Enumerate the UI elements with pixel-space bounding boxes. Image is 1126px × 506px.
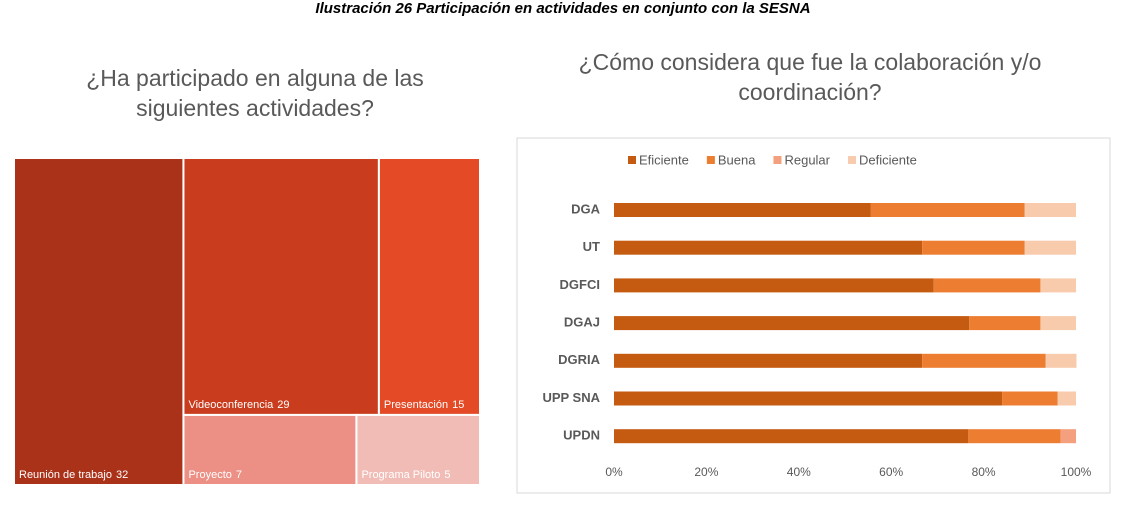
cell-label: Presentación 15 xyxy=(384,399,464,411)
y-tick-label: DGRIA xyxy=(558,352,601,367)
bar-segment xyxy=(870,203,1025,217)
x-tick-label: 60% xyxy=(879,465,903,479)
bar-segment xyxy=(614,391,1003,406)
cell-name: Proyecto xyxy=(188,469,231,481)
cell-value: 32 xyxy=(116,469,128,481)
cell-name: Programa Piloto xyxy=(361,469,440,481)
y-tick-label: UPDN xyxy=(563,428,600,443)
bar-segment xyxy=(922,240,1025,255)
bar-segment xyxy=(1045,353,1077,368)
bar-segment xyxy=(614,353,923,368)
legend-swatch xyxy=(773,156,782,164)
x-tick-label: 20% xyxy=(694,465,718,479)
bar-segment xyxy=(614,316,970,331)
x-tick-label: 80% xyxy=(972,465,996,479)
bar-segment xyxy=(968,429,1061,444)
treemap-cell xyxy=(13,157,185,486)
bar-segment xyxy=(614,240,923,255)
bar-segment xyxy=(1040,316,1076,331)
legend-label: Buena xyxy=(718,152,756,167)
bar-segment xyxy=(1060,429,1076,444)
legend-label: Eficiente xyxy=(639,152,689,167)
bar-segment xyxy=(614,203,871,217)
bar-title: ¿Cómo considera que fue la colaboración … xyxy=(578,49,1042,105)
legend-swatch xyxy=(848,156,856,164)
caption: Ilustración 26 Participación en activida… xyxy=(315,0,811,17)
cell-value: 29 xyxy=(277,399,289,411)
cell-label: Reunión de trabajo 32 xyxy=(19,469,128,481)
y-tick-label: UT xyxy=(583,239,600,254)
legend-label: Regular xyxy=(784,152,830,167)
y-tick-label: DGAJ xyxy=(564,315,600,330)
treemap-cell xyxy=(182,157,380,416)
bar-segment xyxy=(614,278,934,293)
y-tick-label: DGA xyxy=(571,201,601,216)
cell-value: 7 xyxy=(236,469,242,481)
bar-segment xyxy=(1024,240,1076,255)
x-tick-label: 0% xyxy=(605,465,623,479)
bar-segment xyxy=(614,429,969,444)
treemap-title: ¿Ha participado en alguna de las siguien… xyxy=(86,65,424,121)
cell-name: Presentación xyxy=(384,399,448,411)
x-tick-label: 40% xyxy=(787,465,811,479)
y-tick-label: DGFCI xyxy=(560,277,600,292)
cell-name: Reunión de trabajo xyxy=(19,469,112,481)
cell-name: Videoconferencia xyxy=(188,399,274,411)
cell-label: Videoconferencia 29 xyxy=(188,399,289,411)
bar-segment xyxy=(1057,391,1076,406)
legend-label: Deficiente xyxy=(859,152,917,167)
y-tick-label: UPP SNA xyxy=(542,390,600,405)
cell-label: Proyecto 7 xyxy=(188,469,242,481)
legend-swatch xyxy=(628,156,636,164)
x-tick-label: 100% xyxy=(1061,465,1092,479)
legend-swatch xyxy=(706,156,715,164)
bar-segment xyxy=(1040,278,1076,293)
cell-value: 5 xyxy=(444,469,450,481)
bar-segment xyxy=(1024,203,1076,217)
bar-segment xyxy=(933,278,1041,293)
treemap-cell xyxy=(355,413,481,486)
bar-segment xyxy=(922,353,1046,368)
cell-value: 15 xyxy=(452,399,464,411)
treemap-cell xyxy=(377,157,482,416)
bar-segment xyxy=(969,316,1041,331)
cell-label: Programa Piloto 5 xyxy=(361,469,450,481)
bar-segment xyxy=(1002,391,1058,406)
